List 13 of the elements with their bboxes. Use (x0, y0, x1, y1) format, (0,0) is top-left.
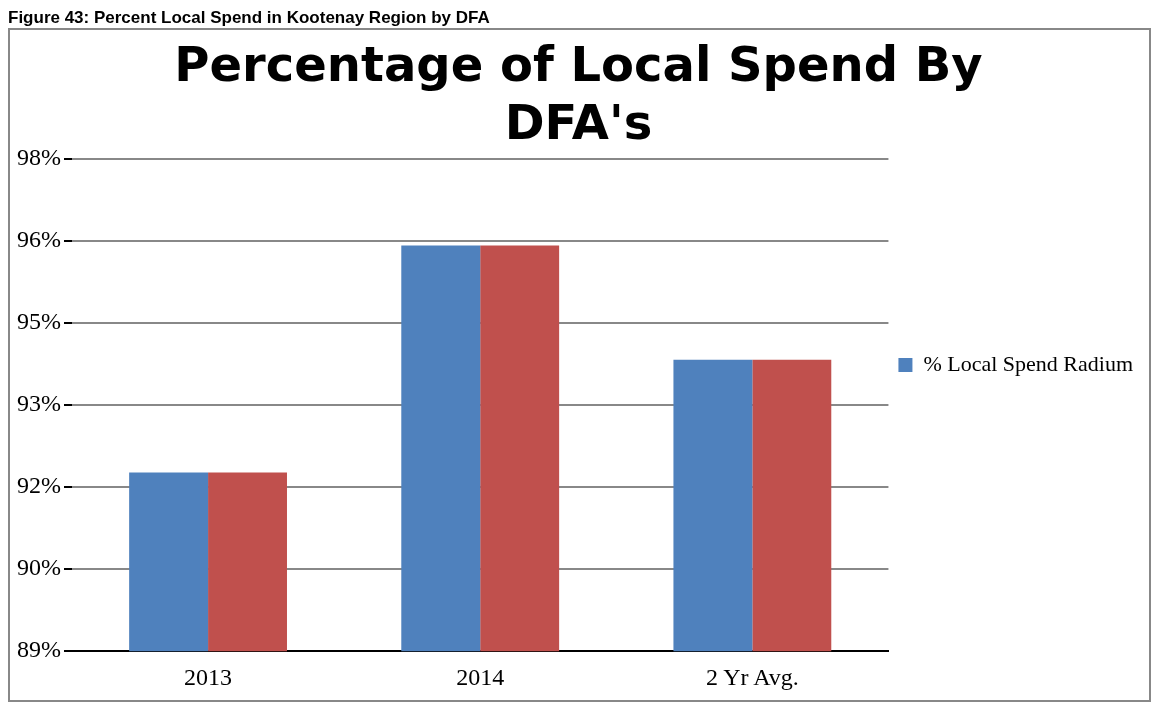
y-tick-label: 95% (16, 308, 61, 335)
legend-label: % Local Spend Radium (923, 350, 1134, 376)
x-tick-label: 2 Yr Avg. (706, 663, 799, 690)
y-tick-label: 93% (16, 390, 61, 417)
y-tick-label: 92% (16, 472, 61, 499)
y-tick-label: 90% (16, 554, 61, 581)
y-tick-label: 96% (16, 226, 61, 253)
x-tick-label: 2014 (456, 663, 505, 690)
chart-title: Percentage of Local Spend By DFA's (174, 36, 983, 150)
y-tick-label: 98% (16, 144, 61, 171)
x-tick-label: 2013 (184, 663, 233, 690)
caption: Figure 43: Percent Local Spend in Kootenay Region by DFA (8, 8, 491, 28)
y-tick-label: 89% (16, 636, 61, 663)
